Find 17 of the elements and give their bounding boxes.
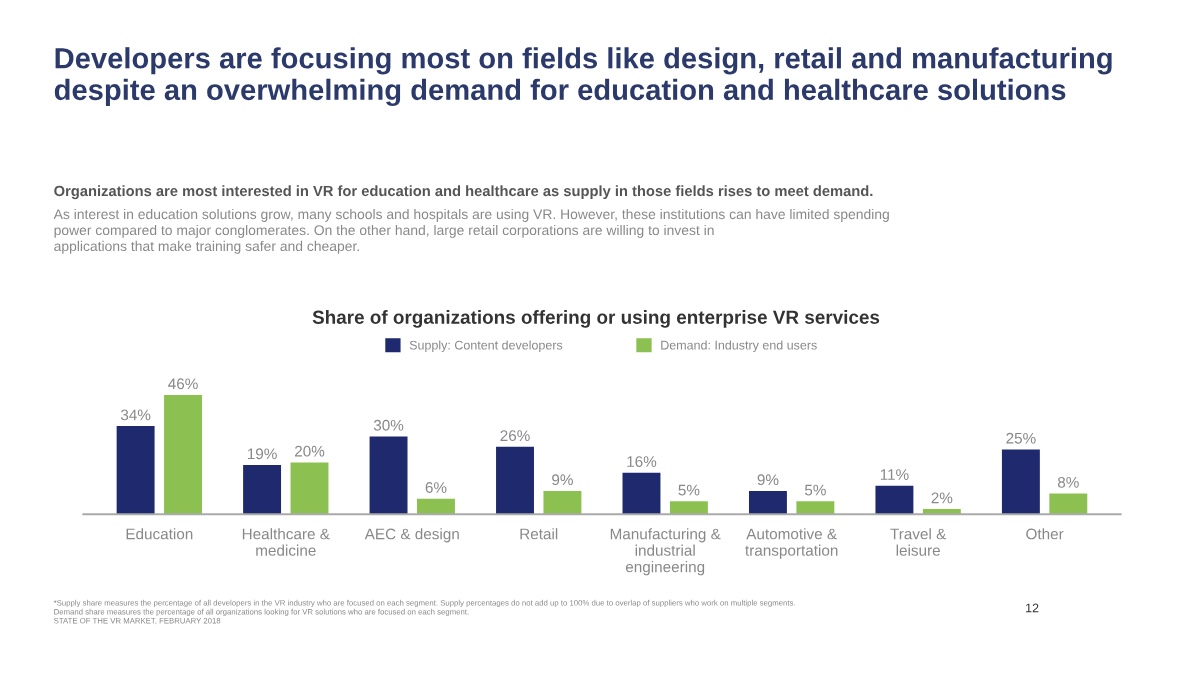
chart-title: Developers are focusing most on fields like design, retail and manufacturing despite an overwhelming demand for education and healthcare solutions <box>54 47 1112 107</box>
bar <box>243 464 282 515</box>
bar <box>116 426 155 515</box>
bar <box>1049 493 1088 515</box>
bar <box>622 472 661 515</box>
bar <box>669 501 708 515</box>
bar <box>369 436 408 515</box>
bar <box>796 501 835 515</box>
bar <box>1001 449 1040 515</box>
bar <box>496 446 534 515</box>
text: Share of organizations offering or using enterprise VR services <box>312 310 880 328</box>
bar <box>164 394 202 515</box>
bar <box>290 462 329 515</box>
bar <box>748 490 787 515</box>
bar <box>417 498 455 515</box>
bar <box>875 485 914 515</box>
bar <box>543 490 582 515</box>
